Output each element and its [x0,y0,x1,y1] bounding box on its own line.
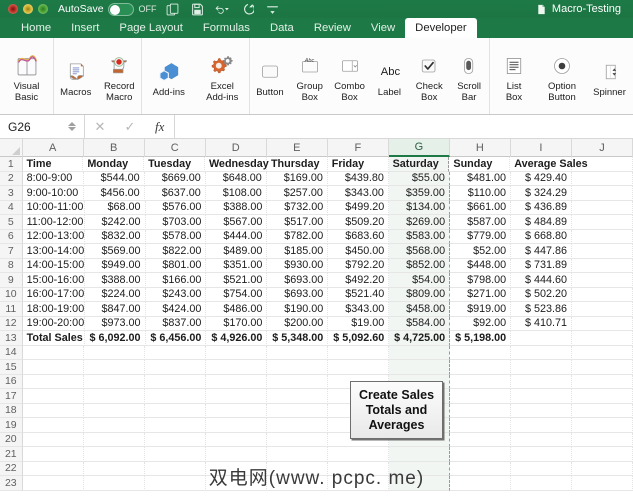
svg-text:Abc: Abc [304,58,315,64]
svg-text:Abc: Abc [381,66,401,78]
